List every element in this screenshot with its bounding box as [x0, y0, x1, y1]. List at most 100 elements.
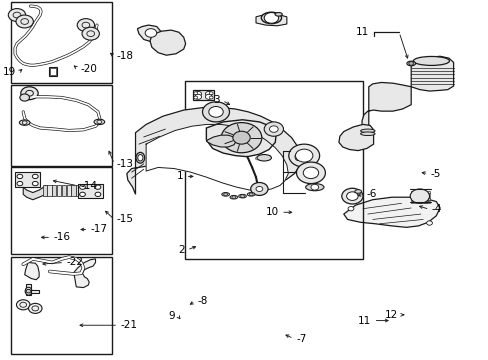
- Ellipse shape: [25, 287, 32, 295]
- Ellipse shape: [138, 154, 142, 161]
- Text: -8: -8: [197, 296, 208, 306]
- Ellipse shape: [20, 120, 30, 125]
- Bar: [11, 85, 112, 166]
- Circle shape: [20, 94, 29, 101]
- Circle shape: [205, 91, 212, 96]
- Bar: [410, 193, 429, 195]
- Circle shape: [209, 96, 213, 99]
- Text: -20: -20: [80, 64, 97, 74]
- Circle shape: [240, 195, 244, 198]
- Text: -15: -15: [117, 215, 133, 224]
- Circle shape: [202, 102, 229, 122]
- Bar: [410, 198, 429, 200]
- Bar: [410, 201, 429, 203]
- Circle shape: [288, 144, 319, 167]
- Bar: [50, 68, 57, 75]
- Ellipse shape: [136, 152, 144, 163]
- Polygon shape: [15, 172, 40, 187]
- Circle shape: [231, 196, 235, 199]
- Circle shape: [422, 199, 427, 204]
- Ellipse shape: [261, 12, 281, 24]
- Text: -16: -16: [54, 232, 70, 242]
- Polygon shape: [137, 25, 161, 42]
- Text: -21: -21: [121, 320, 137, 330]
- Circle shape: [95, 192, 101, 197]
- Ellipse shape: [238, 194, 246, 198]
- Circle shape: [205, 94, 212, 99]
- Text: 1: 1: [176, 171, 183, 181]
- Circle shape: [208, 107, 223, 117]
- Circle shape: [296, 162, 325, 184]
- Polygon shape: [24, 262, 39, 280]
- Circle shape: [264, 122, 283, 136]
- Circle shape: [250, 183, 267, 195]
- Text: -18: -18: [117, 51, 133, 61]
- Circle shape: [256, 186, 262, 192]
- Circle shape: [194, 91, 201, 96]
- Polygon shape: [206, 120, 276, 157]
- Polygon shape: [126, 108, 301, 194]
- Circle shape: [26, 289, 31, 293]
- Ellipse shape: [360, 132, 374, 135]
- Text: -7: -7: [295, 333, 306, 343]
- Bar: [42, 185, 47, 196]
- Circle shape: [310, 184, 318, 190]
- Polygon shape: [74, 259, 95, 288]
- Text: -13: -13: [117, 159, 133, 169]
- Ellipse shape: [412, 57, 448, 66]
- Circle shape: [269, 126, 278, 132]
- Polygon shape: [23, 185, 46, 200]
- Circle shape: [17, 181, 23, 186]
- Circle shape: [8, 9, 25, 22]
- Text: -4: -4: [431, 204, 441, 215]
- Polygon shape: [78, 184, 102, 198]
- Text: -6: -6: [366, 189, 376, 199]
- Circle shape: [347, 207, 353, 211]
- Text: -5: -5: [430, 168, 441, 179]
- Polygon shape: [146, 125, 288, 191]
- Ellipse shape: [274, 13, 282, 16]
- Bar: [47, 185, 52, 196]
- Circle shape: [17, 174, 23, 179]
- Bar: [11, 167, 112, 253]
- Circle shape: [295, 149, 312, 162]
- Polygon shape: [150, 30, 185, 55]
- Ellipse shape: [292, 150, 302, 163]
- Text: 12: 12: [384, 310, 397, 320]
- Circle shape: [232, 131, 250, 144]
- Bar: [184, 81, 362, 259]
- Circle shape: [409, 189, 428, 203]
- Circle shape: [77, 19, 94, 32]
- Bar: [11, 257, 112, 354]
- Ellipse shape: [222, 193, 229, 196]
- Bar: [410, 191, 429, 193]
- Ellipse shape: [354, 190, 361, 193]
- Polygon shape: [25, 284, 31, 295]
- Circle shape: [80, 192, 85, 197]
- Ellipse shape: [305, 184, 324, 191]
- Circle shape: [194, 94, 201, 99]
- Circle shape: [408, 62, 413, 65]
- Polygon shape: [31, 290, 39, 293]
- Text: 2: 2: [178, 245, 184, 255]
- Polygon shape: [193, 90, 213, 100]
- Polygon shape: [343, 197, 439, 227]
- Text: 11: 11: [355, 27, 368, 37]
- Polygon shape: [361, 82, 410, 132]
- Bar: [61, 185, 66, 196]
- Ellipse shape: [257, 154, 271, 161]
- Circle shape: [80, 185, 85, 189]
- Circle shape: [193, 92, 197, 95]
- Circle shape: [221, 123, 261, 153]
- Bar: [76, 185, 81, 196]
- Text: 11: 11: [357, 316, 370, 325]
- Ellipse shape: [294, 153, 300, 161]
- Text: 19: 19: [3, 67, 16, 77]
- Circle shape: [193, 96, 197, 99]
- Ellipse shape: [229, 195, 237, 199]
- Ellipse shape: [247, 193, 255, 196]
- Bar: [52, 185, 57, 196]
- Ellipse shape: [406, 61, 415, 66]
- Circle shape: [303, 167, 318, 179]
- Bar: [66, 185, 71, 196]
